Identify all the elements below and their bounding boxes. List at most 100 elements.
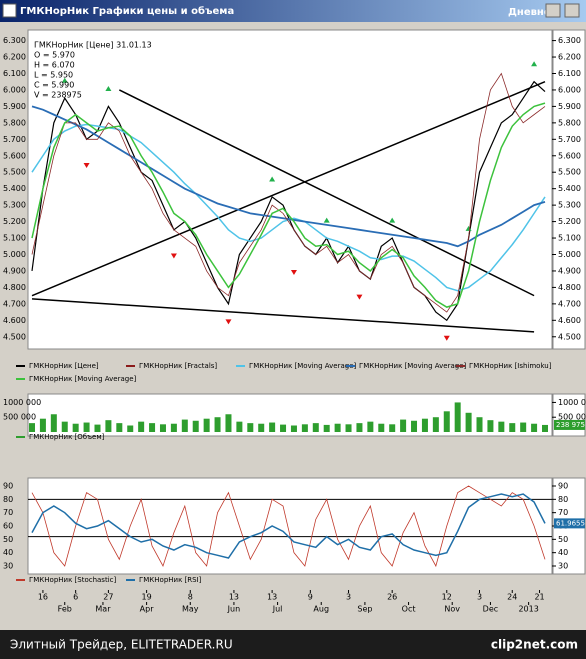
volume-bar	[389, 424, 396, 432]
y-tick-label-right: 500 000	[558, 413, 586, 422]
y-tick-label-right: 5.400	[558, 184, 581, 193]
window-title: ГМКНорНик Графики цены и объема	[20, 5, 234, 17]
volume-bar	[520, 422, 527, 432]
y-tick-label-right: 40	[558, 548, 568, 557]
fractal-up	[269, 176, 276, 182]
volume-bar	[236, 421, 243, 432]
x-tick-label: 21	[534, 593, 544, 602]
volume-bar	[116, 423, 123, 432]
y-tick-label: 5.400	[3, 184, 26, 193]
volume-bar	[61, 421, 68, 432]
footer-left: Элитный Трейдер, ELITETRADER.RU	[10, 638, 233, 652]
volume-bar	[138, 421, 145, 432]
series-line	[31, 105, 546, 248]
y-tick-label-right: 5.000	[558, 250, 581, 259]
y-tick-label-right: 5.700	[558, 135, 581, 144]
y-tick-label: 6.200	[3, 53, 26, 62]
volume-bar	[280, 424, 287, 432]
fractal-up	[323, 217, 330, 223]
month-tick-label: Jul	[272, 605, 283, 614]
y-tick-label-right: 4.600	[558, 316, 581, 325]
legend-entry: ГМКНорНик [Ishimoku]	[469, 362, 552, 370]
month-tick-label: Mar	[95, 605, 111, 614]
y-tick-label-right: 6.300	[558, 36, 581, 45]
volume-bar	[334, 423, 341, 432]
y-tick-label: 4.800	[3, 283, 26, 292]
plot-area	[27, 29, 553, 350]
y-tick-label-right: 50	[558, 535, 568, 544]
y-tick-label-right: 5.900	[558, 102, 581, 111]
window-mode[interactable]: Дневной	[508, 7, 558, 18]
volume-bar	[203, 418, 210, 432]
volume-bar	[170, 423, 177, 432]
y-tick-label: 6.100	[3, 69, 26, 78]
volume-bar	[105, 420, 112, 432]
y-tick-label: 90	[3, 482, 13, 491]
x-tick-label: 9	[308, 593, 313, 602]
y-tick-label: 70	[3, 508, 13, 517]
volume-bar	[159, 424, 166, 432]
fractal-up	[531, 61, 538, 67]
y-tick-label: 500 000	[3, 413, 36, 422]
volume-bar	[356, 423, 363, 432]
volume-bar	[94, 424, 101, 432]
footer-right[interactable]: clip2net.com	[491, 638, 578, 652]
month-tick-label: Oct	[402, 605, 416, 614]
y-tick-label-right: 5.200	[558, 217, 581, 226]
fractal-up	[105, 85, 112, 91]
volume-bar	[411, 420, 418, 432]
month-tick-label: Dec	[483, 605, 498, 614]
x-tick-label: 12	[442, 593, 452, 602]
info-line: ГМКНорНик [Цене] 31.01.13	[34, 41, 152, 50]
plot-area	[27, 393, 553, 437]
info-line: H = 6.070	[34, 61, 75, 70]
last-value-tag	[554, 419, 585, 430]
month-tick-label: 2013	[518, 605, 538, 614]
series-line	[31, 80, 546, 322]
volume-bar	[258, 423, 265, 432]
legend-entry: ГМКНорНик [Moving Average]	[359, 362, 467, 370]
volume-bar	[345, 424, 352, 432]
fractal-down	[443, 335, 450, 341]
plot-area	[27, 477, 553, 575]
y-tick-label: 6.000	[3, 85, 26, 94]
volume-bar	[301, 424, 308, 432]
fractal-up	[61, 77, 68, 83]
volume-bar	[487, 420, 494, 432]
y-tick-label: 4.500	[3, 332, 26, 341]
y-tick-label: 5.900	[3, 102, 26, 111]
legend-entry: ГМКНорНик [Moving Average]	[29, 375, 137, 383]
minimize-button[interactable]	[545, 3, 561, 18]
volume-bar	[39, 418, 46, 432]
y-tick-label: 4.600	[3, 316, 26, 325]
y-tick-label-right: 5.800	[558, 118, 581, 127]
volume-bar	[247, 423, 254, 432]
trendline	[31, 298, 535, 333]
y-tick-label-right: 4.700	[558, 299, 581, 308]
fractal-up	[389, 217, 396, 223]
maximize-button[interactable]	[564, 3, 580, 18]
x-tick-label: 16	[38, 593, 48, 602]
x-tick-label: 27	[103, 593, 113, 602]
month-tick-label: Nov	[444, 605, 460, 614]
last-value-label: 61.9655	[556, 519, 585, 527]
y-tick-label-right: 4.800	[558, 283, 581, 292]
volume-bar	[454, 402, 461, 432]
y-tick-label-right: 90	[558, 482, 568, 491]
y-tick-label: 5.600	[3, 151, 26, 160]
month-tick-label: Aug	[313, 605, 329, 614]
info-line: L = 5.950	[34, 71, 73, 80]
month-tick-label: Apr	[140, 605, 155, 614]
y-tick-label: 4.900	[3, 266, 26, 275]
y-tick-label: 4.700	[3, 299, 26, 308]
volume-bar	[50, 414, 57, 432]
y-tick-label-right: 6.200	[558, 53, 581, 62]
y-tick-label: 50	[3, 535, 13, 544]
series-line	[31, 493, 546, 559]
x-tick-label: 8	[188, 593, 193, 602]
fractal-down	[225, 319, 232, 325]
volume-bar	[29, 423, 35, 432]
last-value-label: 238 975	[556, 421, 585, 429]
volume-bar	[432, 417, 439, 432]
volume-bar	[225, 414, 232, 432]
